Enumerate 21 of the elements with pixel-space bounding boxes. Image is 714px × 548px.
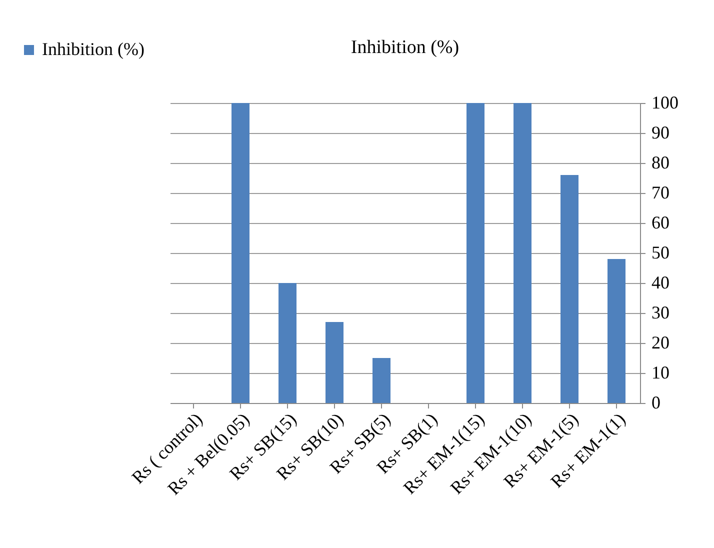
y-tick-label: 10 (652, 362, 670, 382)
y-tick-label: 90 (652, 122, 670, 142)
bar (232, 103, 250, 403)
y-tick-label: 100 (652, 92, 678, 112)
bar (514, 103, 532, 403)
chart-title: Inhibition (%) (350, 37, 460, 58)
y-tick-label: 30 (652, 302, 670, 322)
bar (326, 322, 344, 403)
bar (278, 283, 296, 403)
y-tick-label: 20 (652, 332, 670, 352)
bar (372, 358, 390, 403)
y-tick-label: 80 (652, 152, 670, 172)
bar (560, 175, 578, 403)
y-tick-label: 50 (652, 242, 670, 262)
y-tick-label: 40 (652, 272, 670, 292)
y-tick-label: 70 (652, 182, 670, 202)
y-tick-label: 0 (652, 392, 660, 412)
bar (466, 103, 484, 403)
legend-label: Inhibition (%) (42, 39, 144, 59)
y-tick-label: 60 (652, 212, 670, 232)
bar (608, 259, 626, 403)
